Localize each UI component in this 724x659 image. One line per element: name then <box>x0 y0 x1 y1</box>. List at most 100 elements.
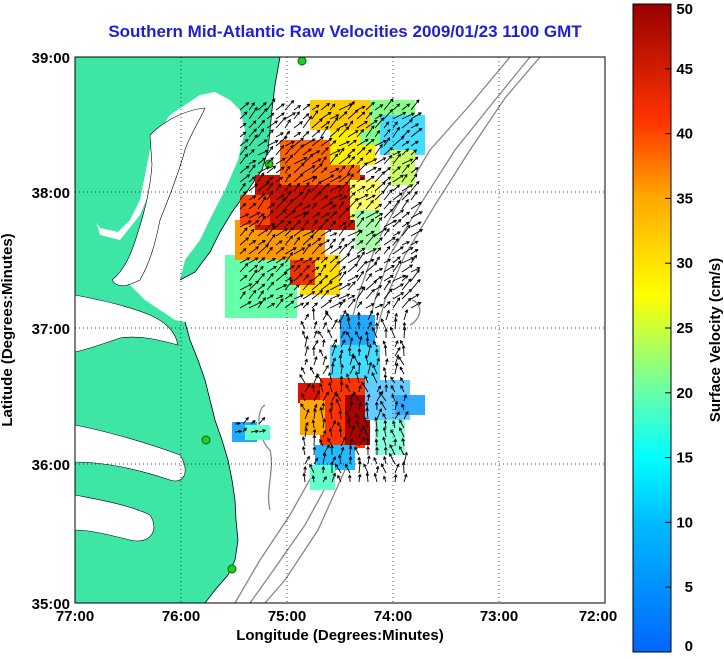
velocity-arrow <box>329 255 339 264</box>
velocity-arrow <box>338 265 346 273</box>
velocity-arrow <box>376 385 382 393</box>
velocity-arrow <box>311 136 324 147</box>
velocity-arrow <box>357 321 361 330</box>
velocity-arrow <box>337 421 342 429</box>
velocity-arrow <box>239 301 252 309</box>
velocity-arrow <box>338 225 347 237</box>
velocity-arrow <box>340 436 347 447</box>
velocity-arrow <box>320 167 328 174</box>
velocity-arrow <box>242 416 249 425</box>
velocity-arrow <box>347 164 355 174</box>
velocity-arrow <box>293 121 304 129</box>
velocity-arrow <box>401 140 410 147</box>
velocity-arrow <box>335 398 342 411</box>
velocity-arrow <box>389 326 396 339</box>
velocity-arrow <box>248 220 260 228</box>
velocity-arrow <box>355 419 360 429</box>
velocity-arrow <box>311 307 316 321</box>
velocity-arrow <box>357 361 362 375</box>
velocity-arrow <box>302 204 311 210</box>
velocity-arrow <box>335 392 342 402</box>
velocity-arrow <box>257 192 266 201</box>
velocity-arrow <box>338 181 349 192</box>
velocity-arrow <box>313 330 318 339</box>
velocity-arrow <box>392 420 396 429</box>
velocity-arrow <box>319 348 324 357</box>
velocity-arrow <box>344 463 351 474</box>
velocity-arrow <box>302 257 313 264</box>
velocity-arrow <box>302 279 313 291</box>
colorbar-tick-label: 50 <box>676 1 693 18</box>
velocity-arrow <box>358 384 362 393</box>
velocity-arrow <box>365 194 376 201</box>
velocity-arrow <box>356 162 368 174</box>
velocity-arrow <box>248 280 259 291</box>
velocity-arrow <box>293 191 303 201</box>
velocity-arrow <box>284 140 295 147</box>
velocity-arrow <box>234 421 241 426</box>
velocity-arrow <box>320 125 329 138</box>
velocity-arrow <box>293 173 304 183</box>
velocity-arrow <box>349 364 355 375</box>
velocity-arrow <box>266 272 274 282</box>
velocity-arrow <box>248 301 263 309</box>
velocity-arrow <box>293 202 303 210</box>
velocity-arrow <box>329 194 343 201</box>
colorbar-tick-label: 15 <box>676 450 693 467</box>
velocity-arrow <box>385 358 389 366</box>
velocity-arrow <box>365 230 375 237</box>
velocity-arrow <box>347 238 356 246</box>
velocity-arrow <box>275 298 284 309</box>
velocity-arrow <box>356 202 362 210</box>
velocity-arrow <box>356 157 364 165</box>
velocity-arrow <box>266 223 276 228</box>
velocity-arrow <box>257 244 269 255</box>
velocity-arrow <box>248 183 259 192</box>
velocity-arrow <box>410 180 420 192</box>
velocity-arrow <box>338 237 345 246</box>
radar-station-marker <box>201 435 211 445</box>
velocity-arrow <box>329 149 341 156</box>
velocity-arrow <box>311 475 316 483</box>
velocity-arrow <box>347 275 359 282</box>
velocity-arrow <box>322 355 327 366</box>
velocity-arrow <box>347 245 354 255</box>
velocity-arrow <box>374 117 385 129</box>
velocity-arrow <box>389 444 396 456</box>
velocity-arrow <box>322 364 329 375</box>
colorbar-ticks: 0 5 10 15 20 25 30 35 40 45 50 <box>665 1 693 655</box>
velocity-arrow <box>392 121 398 129</box>
velocity-arrow <box>346 312 351 321</box>
velocity-arrow <box>358 460 362 474</box>
velocity-arrow <box>365 199 374 210</box>
velocity-arrow <box>293 111 300 120</box>
velocity-arrow <box>354 413 360 420</box>
velocity-arrow <box>293 272 303 282</box>
velocity-arrow <box>347 173 354 183</box>
velocity-arrow <box>338 195 348 201</box>
velocity-arrow <box>302 165 316 174</box>
velocity-arrow <box>239 165 250 174</box>
velocity-arrow <box>403 394 407 402</box>
velocity-arrow <box>338 283 351 291</box>
velocity-arrow <box>248 128 257 138</box>
velocity-arrow <box>399 366 405 375</box>
velocity-arrow <box>293 236 301 246</box>
velocity-arrow <box>293 302 305 309</box>
velocity-arrow <box>356 138 369 147</box>
colorbar-tick-label: 20 <box>676 385 693 402</box>
velocity-arrow <box>373 340 378 348</box>
velocity-arrow <box>347 255 361 264</box>
velocity-arrow <box>347 474 352 483</box>
velocity-arrow <box>325 310 333 321</box>
velocity-arrow <box>329 294 341 300</box>
velocity-arrow <box>365 337 370 348</box>
velocity-arrow <box>293 105 302 111</box>
velocity-arrow <box>384 383 389 393</box>
velocity-arrow <box>347 219 354 228</box>
velocity-arrow <box>302 472 307 483</box>
velocity-arrow <box>365 303 375 309</box>
x-tick-label: 76:00 <box>162 608 200 625</box>
velocity-arrow <box>374 285 383 291</box>
velocity-arrow <box>365 472 370 483</box>
